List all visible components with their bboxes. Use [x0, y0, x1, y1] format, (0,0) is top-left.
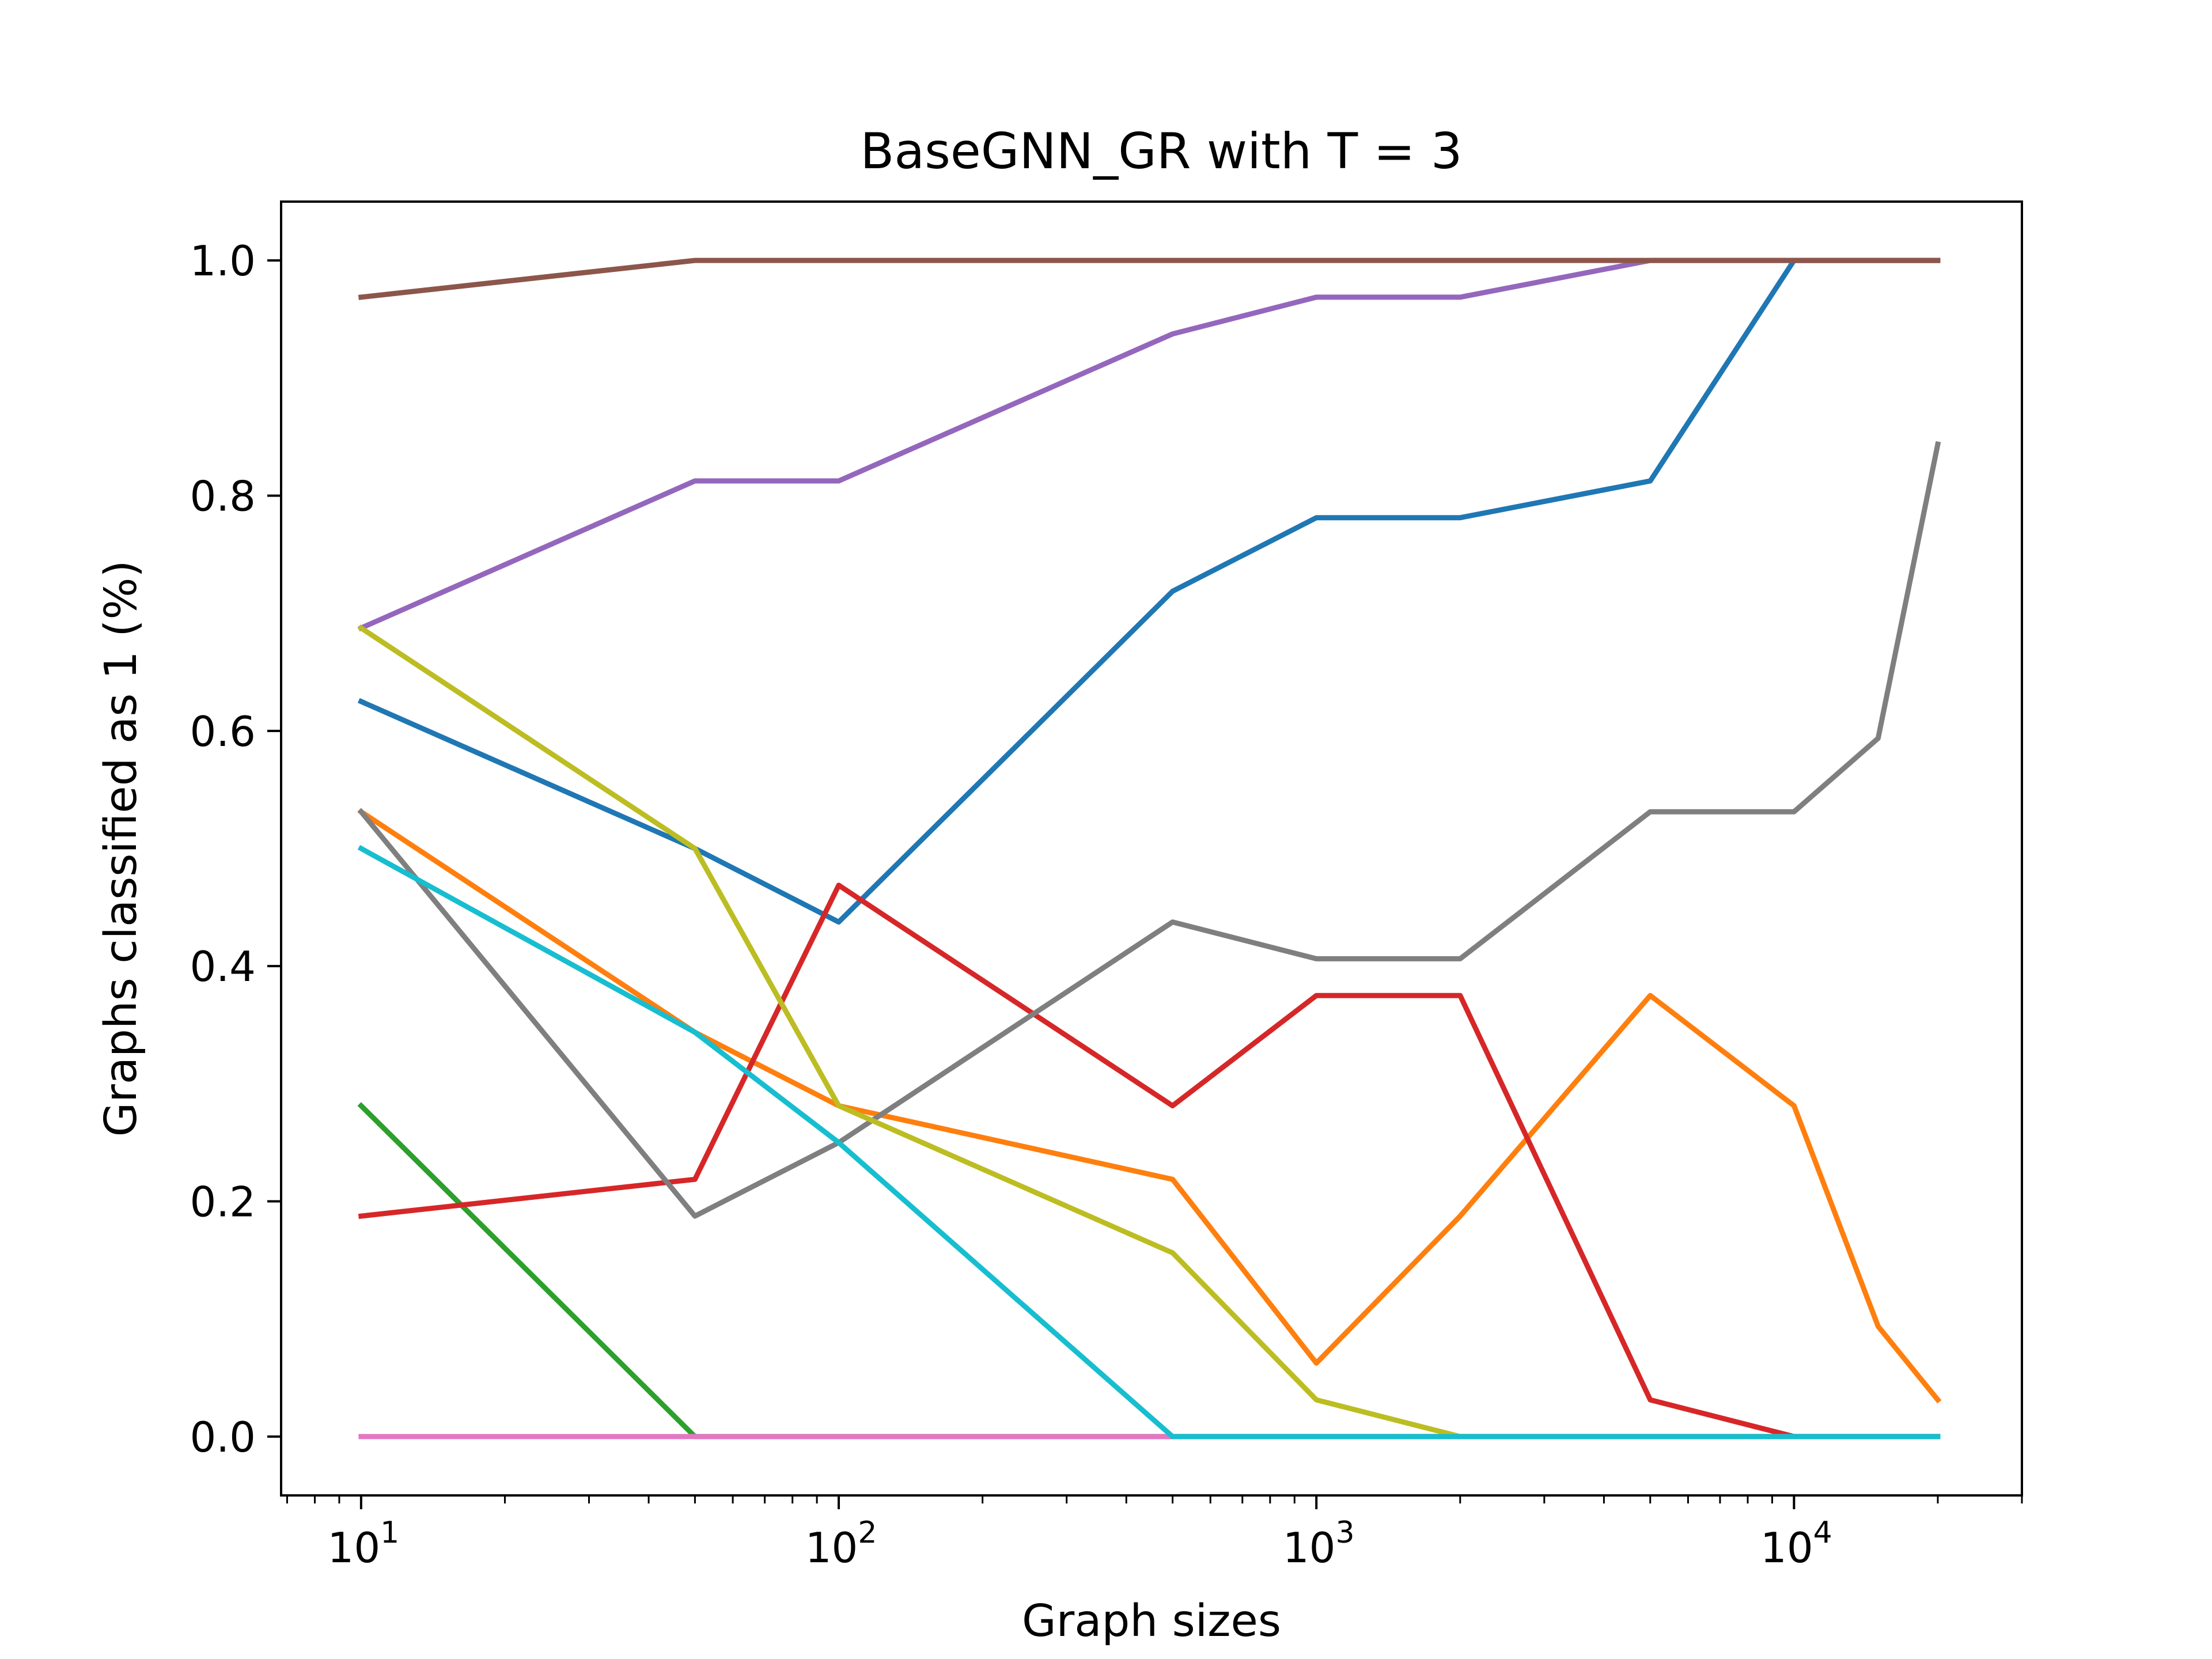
series-line-8 — [357, 441, 1941, 1219]
y-tick-label: 0.0 — [190, 1413, 256, 1461]
series-line-10 — [357, 844, 1941, 1440]
x-tick-label-exp: 3 — [1335, 1516, 1354, 1550]
x-tick-label-exp: 1 — [380, 1516, 399, 1550]
series-line-4 — [358, 882, 1941, 1440]
x-tick-label-exp: 4 — [1813, 1516, 1832, 1550]
x-tick-label-base: 10 — [1760, 1524, 1813, 1572]
x-axis-ticks: 101 102 103 104 — [286, 1495, 2023, 1572]
x-tick-label: 104 — [1760, 1516, 1832, 1572]
series-line-2 — [357, 808, 1942, 1404]
x-tick-label-exp: 2 — [858, 1516, 877, 1550]
y-tick-label: 0.2 — [190, 1178, 256, 1226]
y-tick-label: 0.8 — [190, 472, 256, 520]
x-tick-label-base: 10 — [328, 1524, 381, 1572]
x-axis-label: Graph sizes — [1022, 1596, 1281, 1647]
y-axis-label: Graphs classified as 1 (%) — [96, 560, 147, 1137]
y-tick-label: 0.6 — [190, 707, 256, 756]
x-tick-label: 103 — [1283, 1516, 1355, 1572]
x-tick-label-base: 10 — [805, 1524, 858, 1572]
plot-frame — [280, 200, 2023, 1497]
y-tick-label: 1.0 — [190, 237, 256, 285]
series-line-6 — [358, 257, 1941, 300]
y-tick-label: 0.4 — [190, 942, 256, 991]
series-line-1 — [357, 257, 1941, 925]
y-axis-ticks: 0.0 0.2 0.4 0.6 0.8 1.0 — [190, 237, 281, 1461]
plot-area — [280, 200, 2023, 1497]
x-tick-label: 101 — [328, 1516, 400, 1572]
x-tick-label-base: 10 — [1283, 1524, 1336, 1572]
chart-title: BaseGNN_GR with T = 3 — [860, 123, 1462, 180]
x-tick-label: 102 — [805, 1516, 877, 1572]
series-layer — [357, 257, 1942, 1440]
